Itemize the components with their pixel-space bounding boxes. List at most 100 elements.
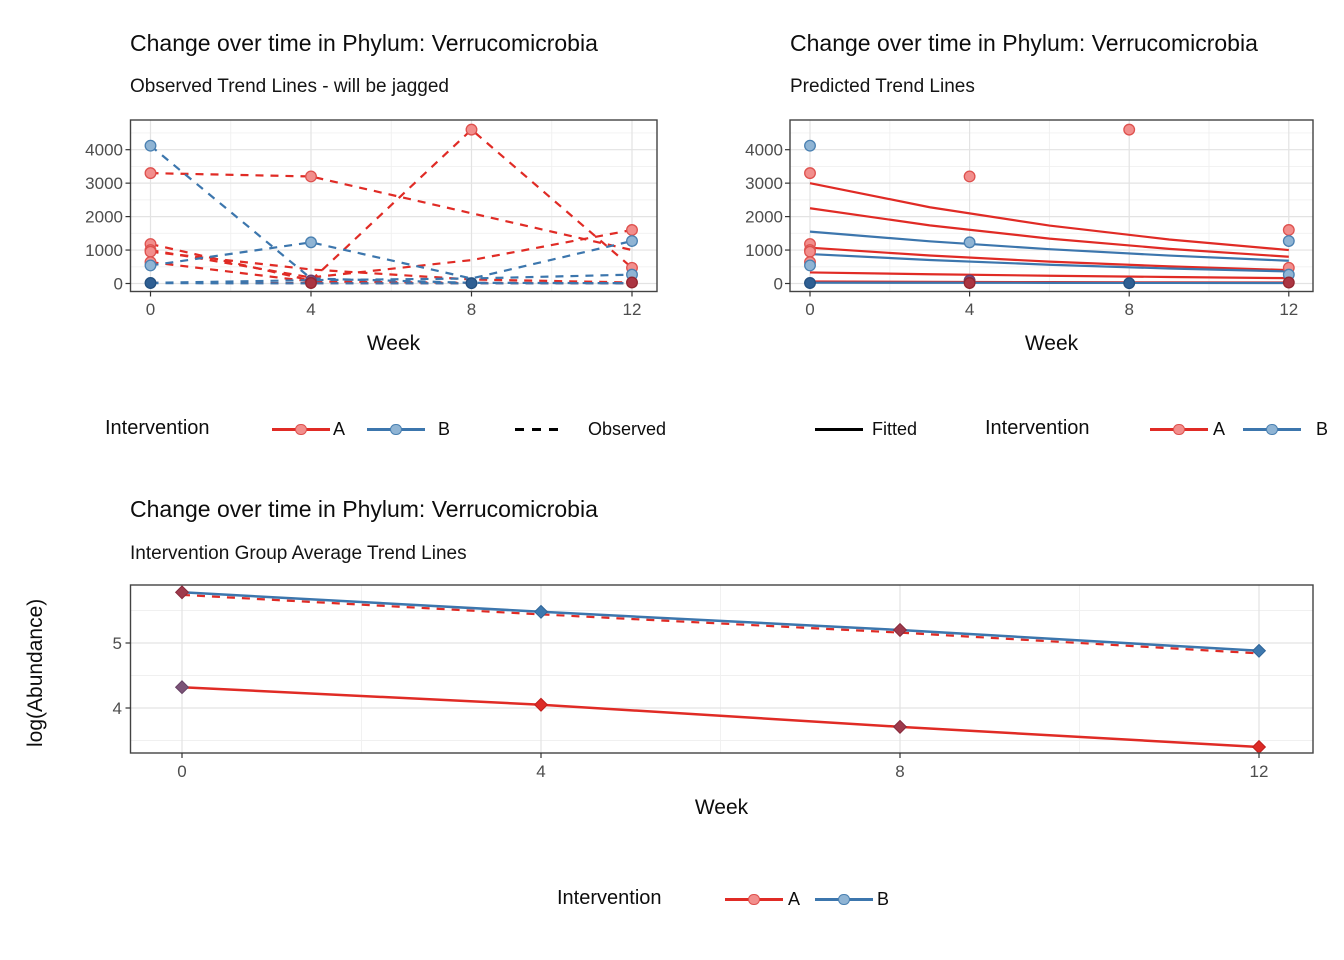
legend-key-line	[515, 428, 565, 431]
x-axis-title: Week	[366, 332, 421, 355]
data-point	[963, 277, 976, 289]
legend-key-dot	[838, 893, 850, 906]
legend-label-b: B	[438, 419, 451, 439]
data-point	[144, 167, 157, 180]
legend-average: Intervention A B	[0, 882, 1344, 918]
data-point	[626, 224, 638, 236]
y-tick-label: 4000	[85, 141, 123, 160]
y-tick-label: 1000	[85, 241, 123, 260]
legend-key-dot	[748, 893, 760, 906]
legend-label-a: A	[333, 419, 346, 439]
x-axis-title: Week	[1024, 332, 1079, 355]
data-point	[1282, 235, 1295, 247]
x-tick-label: 0	[805, 300, 814, 319]
data-point-diamond	[1251, 643, 1267, 658]
chart-subtitle: Predicted Trend Lines	[790, 76, 975, 97]
data-point	[963, 170, 976, 183]
data-point-diamond	[892, 622, 908, 638]
data-point-diamond	[1251, 739, 1267, 755]
data-point	[1282, 224, 1295, 236]
series-line-blue	[809, 252, 1289, 273]
data-point	[804, 277, 816, 289]
series-line-red	[181, 685, 1260, 749]
data-point	[804, 259, 816, 272]
data-point	[804, 139, 816, 152]
legend-title: Intervention	[557, 887, 662, 909]
y-tick-label: 3000	[85, 174, 123, 193]
x-axis-title: Week	[694, 796, 749, 819]
legend-predicted: Fitted Intervention A B	[672, 412, 1344, 448]
x-tick-label: 12	[1279, 300, 1298, 319]
legend-label-observed: Observed	[588, 419, 667, 439]
chart-observed: Change over time in Phylum: Verrucomicro…	[0, 0, 672, 460]
legend-key-a	[272, 412, 330, 448]
series-line-red	[809, 271, 1289, 280]
y-tick-label: 4	[113, 699, 122, 718]
x-tick-label: 4	[306, 300, 315, 319]
data-point	[626, 235, 638, 247]
legend-key-dot	[1266, 423, 1278, 436]
series-line-red	[150, 128, 633, 282]
y-tick-label: 3000	[745, 174, 783, 193]
x-tick-label: 4	[965, 300, 974, 319]
chart-subtitle: Intervention Group Average Trend Lines	[130, 543, 467, 564]
y-tick-label: 1000	[745, 241, 783, 260]
data-point	[144, 277, 157, 289]
legend-key-dot	[390, 423, 402, 436]
x-tick-label: 0	[146, 300, 155, 319]
x-tick-label: 8	[1124, 300, 1133, 319]
legend-label-b: B	[877, 889, 890, 909]
data-point	[144, 139, 157, 152]
data-point-diamond	[533, 697, 549, 712]
data-point	[804, 167, 816, 180]
data-point-diamond	[533, 604, 549, 619]
x-tick-label: 12	[1250, 762, 1269, 781]
data-point	[305, 170, 317, 183]
data-point	[804, 245, 816, 258]
chart-title: Change over time in Phylum: Verrucomicro…	[130, 496, 598, 522]
data-point	[1123, 277, 1136, 290]
legend-key-dot	[1173, 423, 1185, 436]
legend-key-a	[725, 882, 783, 918]
chart-subtitle: Observed Trend Lines - will be jagged	[130, 76, 449, 97]
series-line-blue	[809, 230, 1289, 262]
panel-border	[789, 119, 1314, 293]
data-point	[626, 276, 638, 289]
series-line-red	[150, 228, 633, 279]
plot-svg-observed: 0 4 8 12 0 1000 2000 3000 4000	[85, 119, 658, 319]
data-point-diamond	[174, 680, 190, 695]
x-tick-label: 0	[177, 762, 186, 781]
series-line-blue	[150, 273, 633, 284]
legend-key-a	[1150, 412, 1208, 448]
x-tick-label: 8	[895, 762, 904, 781]
x-tick-label: 8	[467, 300, 476, 319]
chart-title: Change over time in Phylum: Verrucomicro…	[790, 30, 1258, 56]
data-point-diamond	[174, 585, 190, 600]
series-line-red	[809, 207, 1289, 258]
legend-label-fitted: Fitted	[872, 419, 918, 439]
y-tick-label: 0	[774, 275, 783, 294]
data-point	[1282, 276, 1295, 289]
series-line-red	[809, 246, 1289, 272]
series-line-blue	[181, 591, 1260, 653]
plot-svg-predicted: 0 4 8 12 0 1000 2000 3000 4000	[745, 119, 1314, 319]
legend-label-b: B	[1316, 419, 1329, 439]
legend-key-fitted-linetype	[815, 412, 863, 448]
legend-title: Intervention	[985, 417, 1090, 439]
data-point	[963, 236, 976, 249]
legend-label-a: A	[788, 889, 801, 909]
legend-key-dot	[295, 423, 307, 436]
y-tick-label: 2000	[745, 208, 783, 227]
series-line-red	[150, 172, 633, 252]
legend-key-b	[367, 412, 425, 448]
data-point	[144, 259, 157, 272]
data-point	[144, 245, 157, 258]
legend-title: Intervention	[105, 417, 210, 439]
chart-average: Change over time in Phylum: Verrucomicro…	[0, 470, 1344, 960]
data-point	[305, 277, 317, 289]
x-tick-label: 4	[536, 762, 545, 781]
y-tick-label: 4000	[745, 141, 783, 160]
y-tick-label: 5	[113, 634, 122, 653]
series-line-red	[809, 182, 1289, 252]
legend-key-b	[1243, 412, 1301, 448]
